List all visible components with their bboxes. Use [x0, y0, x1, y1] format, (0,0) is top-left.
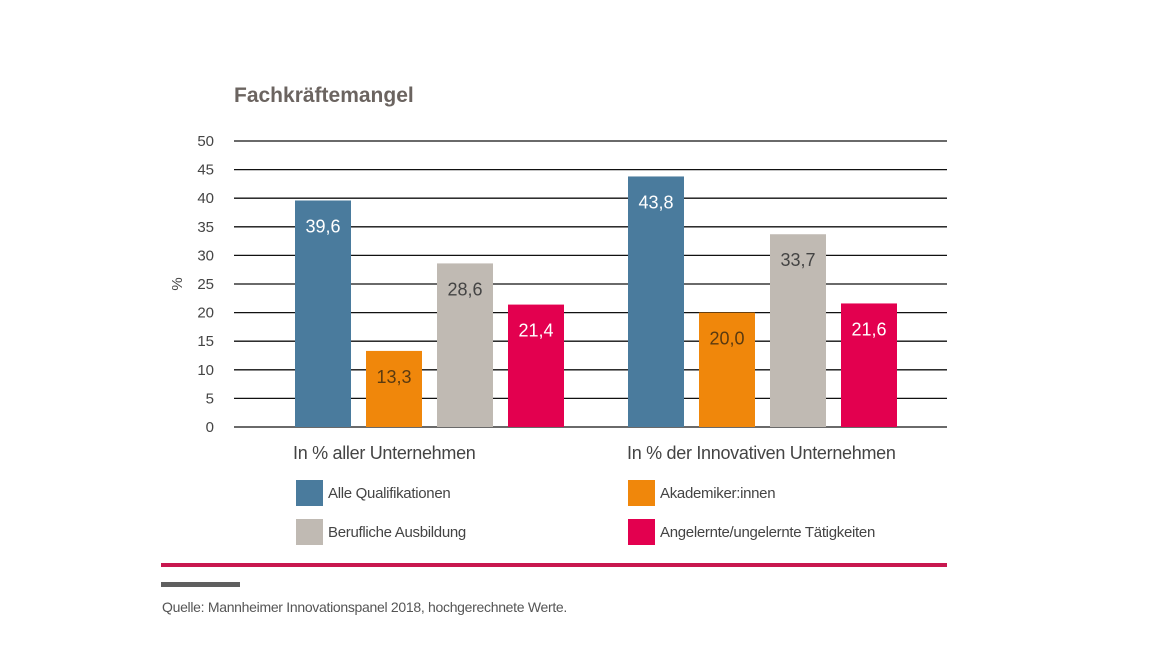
legend-item-angelernte: Angelernte/ungelernte Tätigkeiten — [628, 519, 875, 545]
legend-swatch — [296, 519, 323, 545]
legend-swatch — [628, 519, 655, 545]
y-tick-label: 10 — [197, 362, 214, 379]
y-axis-label: % — [169, 277, 186, 290]
y-tick-label: 30 — [197, 247, 214, 264]
bar — [841, 303, 897, 427]
gray-rule — [161, 582, 240, 587]
legend-label: Akademiker:innen — [660, 484, 776, 502]
data-label: 28,6 — [447, 279, 482, 299]
y-tick-label: 40 — [197, 190, 214, 207]
accent-rule — [161, 563, 947, 567]
bar — [699, 312, 755, 427]
data-label: 39,6 — [305, 216, 340, 236]
data-labels: 39,6 13,3 28,6 21,4 43,8 20,0 33,7 21,6 — [305, 192, 886, 386]
bars — [295, 176, 897, 427]
gridlines — [234, 140, 947, 428]
data-label: 43,8 — [638, 192, 673, 212]
y-tick-label: 20 — [197, 305, 214, 322]
legend-label: Angelernte/ungelernte Tätigkeiten — [660, 523, 875, 541]
source-note: Quelle: Mannheimer Innovationspanel 2018… — [162, 599, 568, 615]
y-tick-label: 5 — [206, 390, 214, 407]
y-tick-labels: 0 5 10 15 20 25 30 35 40 45 50 — [197, 133, 214, 436]
legend-item-berufliche-ausbildung: Berufliche Ausbildung — [296, 519, 466, 545]
data-label: 13,3 — [376, 367, 411, 387]
legend-item-alle-qualifikationen: Alle Qualifikationen — [296, 480, 451, 506]
bar — [295, 200, 351, 427]
y-tick-label: 45 — [197, 162, 214, 179]
bar — [770, 234, 826, 427]
legend-swatch — [296, 480, 323, 506]
bar — [508, 304, 564, 427]
y-tick-label: 35 — [197, 219, 214, 236]
data-label: 33,7 — [780, 250, 815, 270]
bar — [437, 263, 493, 427]
legend-swatch — [628, 480, 655, 506]
category-label-innovative: In % der Innovativen Unternehmen — [627, 443, 896, 463]
bar — [628, 176, 684, 427]
chart-title: Fachkräftemangel — [234, 84, 414, 107]
y-tick-label: 50 — [197, 133, 214, 150]
category-label-all: In % aller Unternehmen — [293, 443, 476, 463]
legend-item-akademiker: Akademiker:innen — [628, 480, 776, 506]
legend-label: Alle Qualifikationen — [328, 484, 451, 502]
y-tick-label: 15 — [197, 333, 214, 350]
y-tick-label: 0 — [206, 419, 214, 436]
data-label: 21,4 — [518, 321, 553, 341]
data-label: 21,6 — [851, 319, 886, 339]
data-label: 20,0 — [709, 329, 744, 349]
bar — [366, 350, 422, 427]
y-tick-label: 25 — [197, 276, 214, 293]
legend-label: Berufliche Ausbildung — [328, 523, 466, 541]
